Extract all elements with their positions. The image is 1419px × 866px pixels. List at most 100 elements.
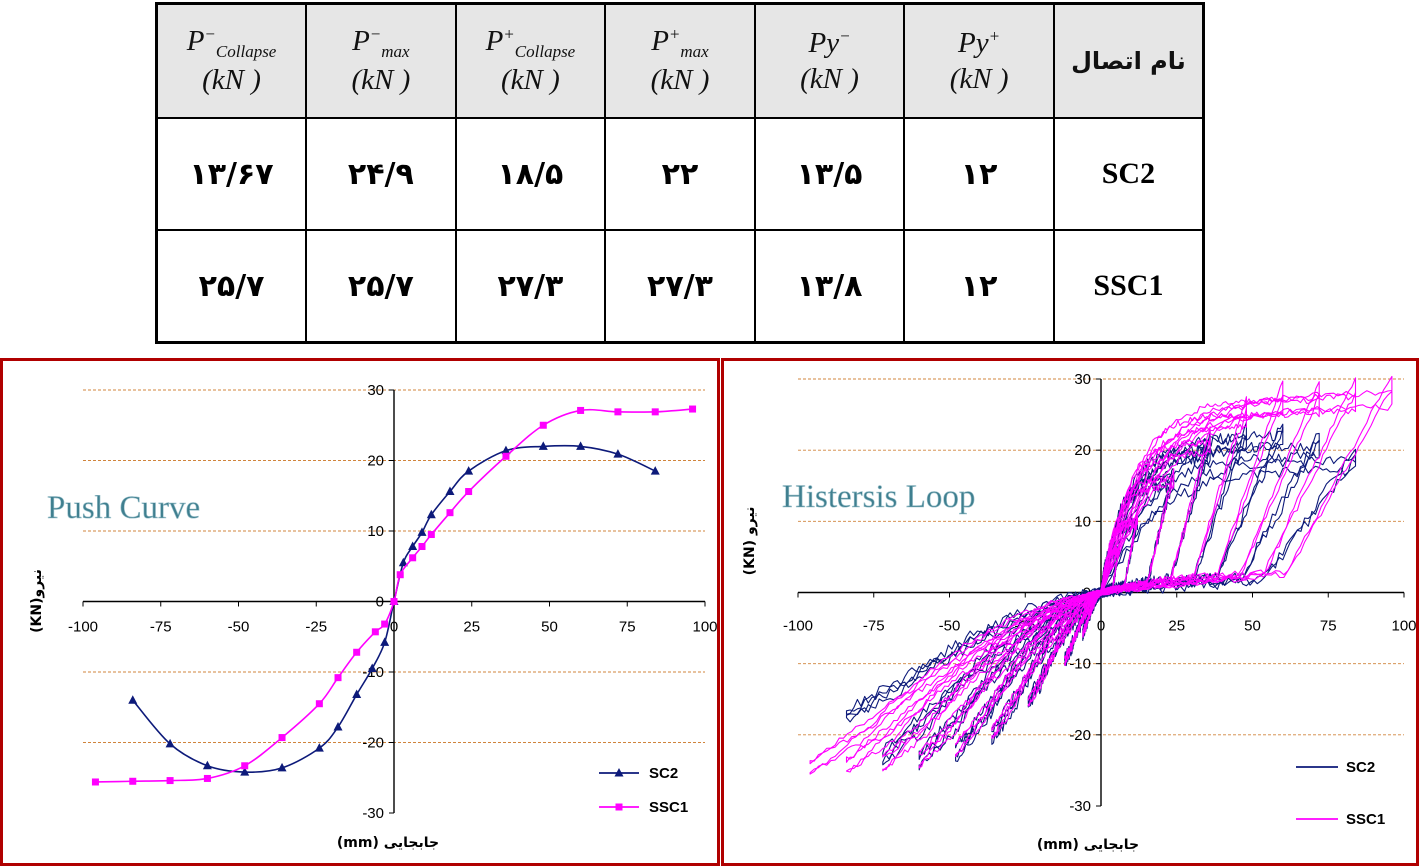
square-marker <box>315 700 323 708</box>
square-marker <box>577 406 585 414</box>
triangle-marker <box>613 449 623 458</box>
triangle-marker <box>650 466 660 475</box>
x-tick-label: 100 <box>692 619 717 636</box>
square-marker <box>614 408 622 416</box>
legend-label: SC2 <box>649 765 678 782</box>
triangle-marker <box>314 743 324 752</box>
triangle-marker <box>333 721 343 731</box>
table-row: ۲۵/۷ ۲۵/۷ ۲۷/۳ ۲۷/۳ ۱۳/۸ ۱۲ SSC1 <box>155 229 1205 344</box>
triangle-marker <box>240 767 250 776</box>
square-marker <box>502 452 510 460</box>
square-marker <box>418 543 426 551</box>
y-tick-label: 20 <box>1074 442 1091 459</box>
header-py-neg: Py− (kN ) <box>753 2 906 119</box>
triangle-marker <box>501 445 511 455</box>
header-py-pos: Py+ (kN ) <box>903 2 1055 119</box>
cell-p-max-pos: ۲۷/۳ <box>604 229 756 344</box>
cell-p-collapse-neg: ۲۵/۷ <box>155 229 308 344</box>
header-p-max-pos: P+max (kN ) <box>604 2 756 119</box>
hysteresis-loop-ssc1 <box>882 393 1320 758</box>
x-tick-label: -50 <box>939 618 961 635</box>
triangle-marker <box>464 466 474 475</box>
square-marker <box>381 620 389 628</box>
x-tick-label: -75 <box>863 618 885 635</box>
y-axis-label: نیرو (KN) <box>742 507 758 576</box>
triangle-marker <box>614 768 624 777</box>
y-tick-label: -20 <box>1069 727 1091 744</box>
header-connection-name: نام اتصال <box>1052 2 1205 119</box>
square-marker <box>334 674 342 682</box>
cell-p-collapse-pos: ۲۷/۳ <box>454 229 607 344</box>
cell-py-neg: ۱۳/۸ <box>753 229 906 344</box>
x-tick-label: 25 <box>1168 618 1185 635</box>
y-tick-label: 30 <box>367 382 384 399</box>
square-marker <box>91 778 99 786</box>
x-tick-label: 50 <box>541 619 558 636</box>
triangle-marker <box>426 509 436 519</box>
x-tick-label: -100 <box>783 618 813 635</box>
cell-py-neg: ۱۳/۵ <box>753 117 906 231</box>
hysteresis-loop-ssc1 <box>809 390 1393 765</box>
x-tick-label: 25 <box>463 619 480 636</box>
y-tick-label: 10 <box>1074 513 1091 530</box>
x-tick-label: -50 <box>228 619 250 636</box>
square-marker <box>396 571 404 579</box>
triangle-marker <box>408 541 418 551</box>
square-marker <box>278 734 286 742</box>
results-table: P−Collapse (kN ) P−max (kN ) P+Collapse (kN… <box>155 2 1205 344</box>
cell-connection-name: SSC1 <box>1052 229 1205 344</box>
cell-p-max-neg: ۲۴/۹ <box>305 117 457 231</box>
x-tick-label: 50 <box>1244 618 1261 635</box>
triangle-marker <box>398 557 408 567</box>
table-header-row: P−Collapse (kN ) P−max (kN ) P+Collapse (kN… <box>155 2 1205 119</box>
x-tick-label: 75 <box>619 619 636 636</box>
cell-p-max-pos: ۲۲ <box>604 117 756 231</box>
cell-p-collapse-pos: ۱۸/۵ <box>454 117 607 231</box>
legend-label: SC2 <box>1346 759 1375 776</box>
x-tick-label: 0 <box>1097 618 1105 635</box>
chart-title: Push Curve <box>47 490 200 526</box>
triangle-marker <box>352 689 362 699</box>
header-p-collapse-pos: P+Collapse (kN ) <box>454 2 607 119</box>
header-p-max-neg: P−max (kN ) <box>305 2 457 119</box>
triangle-marker <box>128 695 138 704</box>
y-tick-label: 30 <box>1074 371 1091 388</box>
triangle-marker <box>576 441 586 450</box>
table-row: ۱۳/۶۷ ۲۴/۹ ۱۸/۵ ۲۲ ۱۳/۵ ۱۲ SC2 <box>155 117 1205 231</box>
cell-p-collapse-neg: ۱۳/۶۷ <box>155 117 308 231</box>
square-marker <box>539 421 547 429</box>
x-axis-label: جابجایی (mm) <box>337 835 439 851</box>
square-marker <box>465 488 473 496</box>
legend-label: SSC1 <box>649 799 688 816</box>
triangle-marker <box>367 663 377 672</box>
y-tick-label: 10 <box>367 523 384 540</box>
y-axis-label: نیرو(KN) <box>29 569 45 633</box>
triangle-marker <box>380 637 390 646</box>
hysteresis-chart: -100 -75 -50 -25 0 25 50 75 100-30-20-100102030H… <box>742 371 1416 853</box>
square-marker <box>615 803 623 811</box>
square-marker <box>203 774 211 782</box>
triangle-marker <box>417 527 427 536</box>
y-tick-label: 20 <box>367 453 384 470</box>
x-tick-label: -25 <box>305 619 327 636</box>
square-marker <box>371 628 379 636</box>
cell-py-pos: ۱۲ <box>903 117 1055 231</box>
y-tick-label: -30 <box>362 805 384 822</box>
x-axis-label: جابجایی (mm) <box>1037 837 1139 853</box>
push-curve-panel: -100 -75 -50 -25 0 25 50 75 100 -30 -20 -10 0 10 20 30 P… <box>0 358 720 866</box>
x-tick-label: -75 <box>150 619 172 636</box>
triangle-marker <box>165 738 175 748</box>
legend-label: SSC1 <box>1346 811 1385 828</box>
x-tick-label: 100 <box>1391 618 1416 635</box>
square-marker <box>689 405 697 413</box>
cell-p-max-neg: ۲۵/۷ <box>305 229 457 344</box>
triangle-marker <box>445 486 455 496</box>
square-marker <box>390 598 398 605</box>
square-marker <box>241 762 249 770</box>
triangle-marker <box>277 762 287 772</box>
y-tick-label: 0 <box>376 594 384 611</box>
cell-connection-name: SC2 <box>1052 117 1205 231</box>
square-marker <box>166 777 174 785</box>
hysteresis-panel: -100 -75 -50 -25 0 25 50 75 100 -30 -20 -10 0 10 20 30 H… <box>721 358 1419 866</box>
chart-title: Histersis Loop <box>782 479 975 515</box>
